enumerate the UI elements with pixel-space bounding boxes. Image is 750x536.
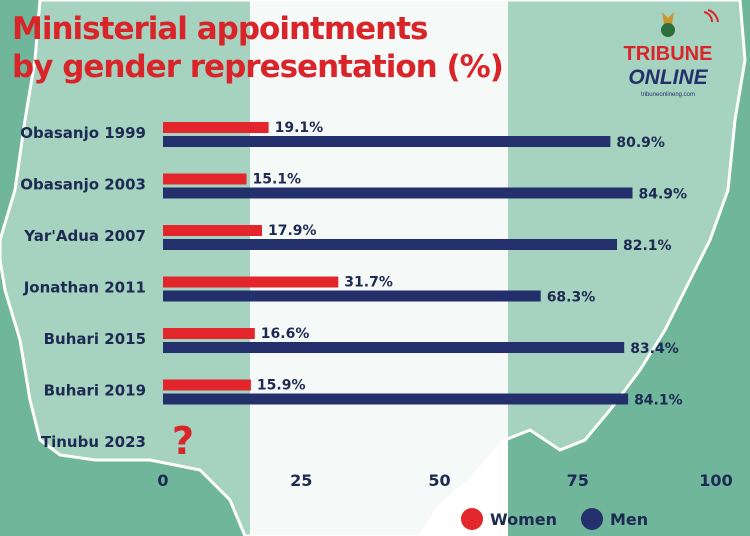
x-axis-tick-labels: 0 25 50 75 100 [157,471,732,490]
data-label-women: 15.1% [253,172,302,188]
bar-men [163,136,611,147]
bar-women [163,225,262,236]
data-label-women: 19.1% [275,120,324,136]
bar-men [163,239,618,250]
value-labels: 19.1% 80.9% 15.1% 84.9% 17.9% 82.1% 31.7% 68.3%… [172,120,687,463]
category-label: Yar'Adua 2007 [23,227,146,245]
logo-top-word: TRIBUNE [624,43,713,65]
category-label: Jonathan 2011 [23,279,146,297]
unknown-value-marker: ? [172,419,194,463]
category-label: Buhari 2019 [44,382,146,400]
legend-label-men: Men [610,510,648,529]
bar-men [163,342,625,353]
legend-swatch-men [581,508,603,530]
logo-bottom-word: ONLINE [628,66,708,89]
broadcast-signal-icon [703,9,719,23]
flag-green-left [0,0,250,536]
legend-label-women: Women [490,510,557,529]
category-label: Obasanjo 1999 [20,124,146,142]
data-label-women: 17.9% [268,223,317,239]
bar-women [163,276,339,288]
bar-women [163,122,269,133]
bar-men [163,187,633,199]
x-tick-label: 75 [567,471,589,490]
flag-white-center [250,0,508,536]
bar-men [163,290,541,302]
data-label-men: 84.9% [638,187,687,203]
x-tick-label: 25 [290,471,312,490]
category-labels: Obasanjo 1999 Obasanjo 2003 Yar'Adua 2007 J… [20,124,146,451]
crest-emblem-icon [661,23,675,37]
bar-women [163,379,251,391]
flag-green-right [508,0,750,536]
tribune-online-logo: TRIBUNE ONLINE tribuneonlineng.com [624,9,719,98]
data-label-women: 16.6% [261,326,310,342]
crest-icon [662,12,674,24]
data-label-men: 80.9% [616,135,665,151]
data-label-women: 15.9% [257,378,306,394]
data-label-men: 83.4% [630,341,679,357]
legend: Women Men [461,508,648,530]
data-label-men: 82.1% [623,238,672,254]
x-tick-label: 50 [428,471,450,490]
bar-men [163,393,629,405]
chart-title-line-1: Ministerial appointments [12,11,428,47]
bar-women [163,328,255,339]
logo-url: tribuneonlineng.com [641,92,695,98]
data-label-men: 84.1% [634,393,683,409]
legend-swatch-women [461,508,483,530]
category-label: Tinubu 2023 [41,433,146,451]
chart-title-line-2: by gender representation (%) [12,49,504,85]
data-label-men: 68.3% [547,290,596,306]
category-label: Buhari 2015 [44,330,146,348]
category-label: Obasanjo 2003 [20,176,146,194]
x-tick-label: 0 [157,471,168,490]
bars-group [163,122,633,405]
data-label-women: 31.7% [344,275,393,291]
bar-women [163,173,247,185]
x-tick-label: 100 [699,471,732,490]
